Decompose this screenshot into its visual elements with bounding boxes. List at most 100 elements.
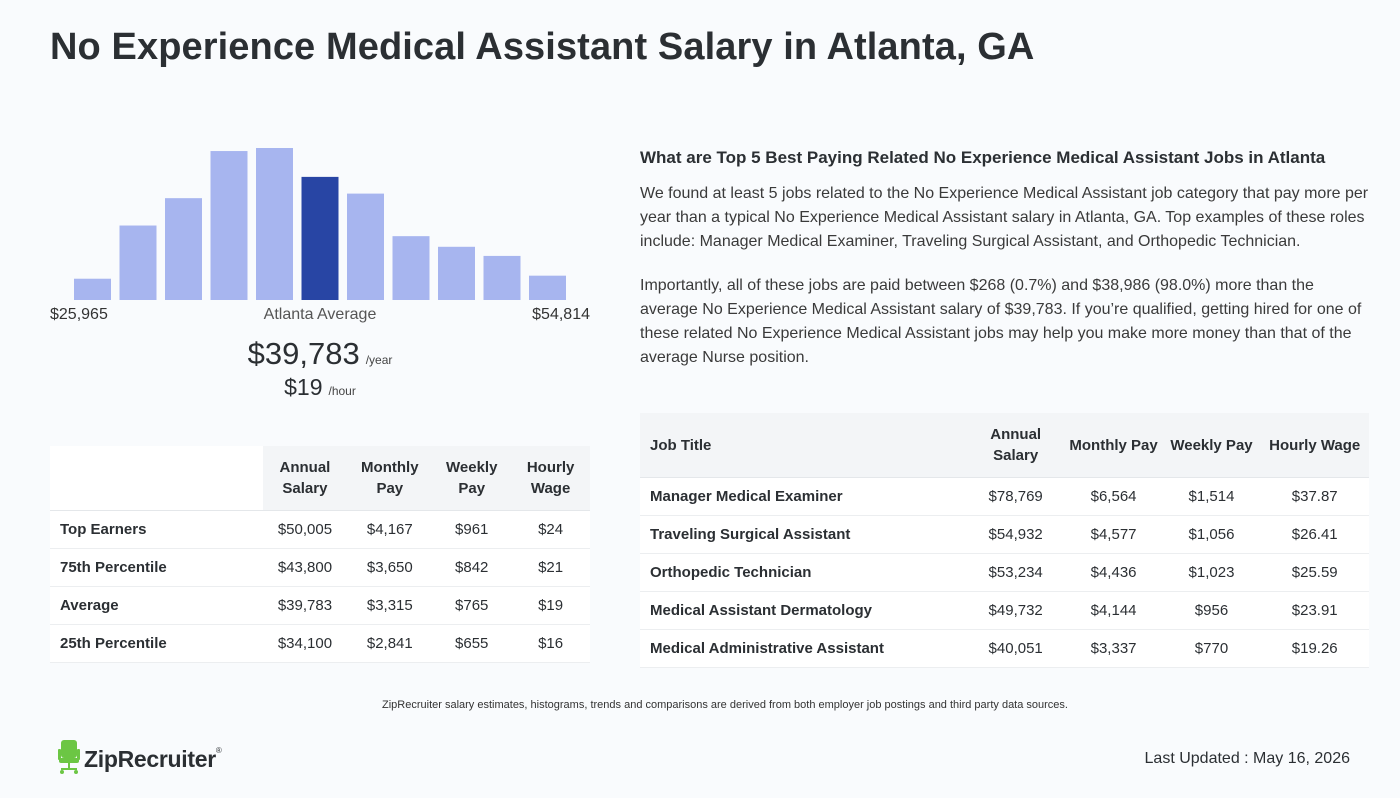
cell-hourly: $19.26 [1260, 629, 1369, 668]
histogram-labels: $25,965 Atlanta Average $54,814 [50, 306, 590, 328]
salary-histogram [50, 140, 590, 300]
table-row: Orthopedic Technician $53,234 $4,436 $1,… [640, 553, 1369, 592]
cell-hourly: $26.41 [1260, 515, 1369, 554]
histogram-bar [483, 255, 521, 300]
last-updated: Last Updated : May 16, 2026 [1144, 750, 1350, 767]
header-weekly-pay: Weekly Pay [1162, 413, 1261, 478]
cell-weekly: $655 [432, 624, 512, 663]
cell-monthly: $4,167 [347, 510, 433, 549]
cell-monthly: $4,144 [1064, 591, 1163, 630]
cell-monthly: $4,436 [1064, 553, 1163, 592]
table-row: Traveling Surgical Assistant $54,932 $4,… [640, 515, 1369, 554]
related-jobs-paragraph-1: We found at least 5 jobs related to the … [640, 185, 1369, 250]
page-title: No Experience Medical Assistant Salary i… [50, 26, 1035, 68]
header-hourly-wage: Hourly Wage [511, 446, 590, 511]
cell-annual: $78,769 [966, 477, 1065, 516]
table-row: Manager Medical Examiner $78,769 $6,564 … [640, 477, 1369, 516]
percentile-table: Annual Salary Monthly Pay Weekly Pay Hou… [50, 446, 590, 663]
table-row: 25th Percentile $34,100 $2,841 $655 $16 [50, 624, 590, 663]
percentile-table-header: Annual Salary Monthly Pay Weekly Pay Hou… [50, 446, 590, 511]
cell-monthly: $3,315 [347, 586, 433, 625]
cell-hourly: $19 [511, 586, 590, 625]
cell-weekly: $961 [432, 510, 512, 549]
histogram-average-label: Atlanta Average [263, 306, 377, 323]
table-row: Average $39,783 $3,315 $765 $19 [50, 586, 590, 625]
histogram-bar-average [301, 176, 339, 300]
cell-annual: $34,100 [262, 624, 348, 663]
average-salary: $39,783 /year $19 /hour [50, 336, 590, 401]
row-label: 25th Percentile [50, 624, 263, 663]
cell-hourly: $16 [511, 624, 590, 663]
ziprecruiter-logo[interactable]: ZipRecruiter® [58, 740, 222, 779]
cell-weekly: $1,023 [1162, 553, 1261, 592]
cell-annual: $39,783 [262, 586, 348, 625]
cell-weekly: $1,514 [1162, 477, 1261, 516]
cell-hourly: $25.59 [1260, 553, 1369, 592]
cell-weekly: $956 [1162, 591, 1261, 630]
table-row: Top Earners $50,005 $4,167 $961 $24 [50, 510, 590, 549]
table-row: Medical Assistant Dermatology $49,732 $4… [640, 591, 1369, 630]
header-blank [50, 446, 263, 511]
histogram-bar [74, 278, 111, 300]
average-hourly-value: $19 [284, 374, 323, 400]
cell-monthly: $4,577 [1064, 515, 1163, 554]
cell-annual: $43,800 [262, 548, 348, 587]
header-job-title: Job Title [640, 413, 967, 478]
header-hourly-wage: Hourly Wage [1260, 413, 1369, 478]
job-title: Medical Assistant Dermatology [640, 591, 967, 630]
table-row: 75th Percentile $43,800 $3,650 $842 $21 [50, 548, 590, 587]
cell-hourly: $21 [511, 548, 590, 587]
job-title: Orthopedic Technician [640, 553, 967, 592]
row-label: 75th Percentile [50, 548, 263, 587]
job-title: Manager Medical Examiner [640, 477, 967, 516]
histogram-bar [256, 148, 293, 300]
job-title: Medical Administrative Assistant [640, 629, 967, 668]
data-source-disclaimer: ZipRecruiter salary estimates, histogram… [382, 699, 1068, 711]
cell-weekly: $842 [432, 548, 512, 587]
histogram-svg [74, 148, 566, 300]
header-annual-salary: Annual Salary [966, 413, 1065, 478]
cell-monthly: $6,564 [1064, 477, 1163, 516]
row-label: Average [50, 586, 263, 625]
histogram-max-label: $54,814 [532, 306, 590, 323]
header-annual-salary: Annual Salary [262, 446, 348, 511]
table-row: Medical Administrative Assistant $40,051… [640, 629, 1369, 668]
cell-weekly: $770 [1162, 629, 1261, 668]
cell-hourly: $23.91 [1260, 591, 1369, 630]
header-monthly-pay: Monthly Pay [1064, 413, 1163, 478]
histogram-bar [119, 225, 157, 300]
cell-monthly: $2,841 [347, 624, 433, 663]
average-yearly-value: $39,783 [247, 336, 360, 371]
related-jobs-heading: What are Top 5 Best Paying Related No Ex… [640, 148, 1326, 167]
related-jobs-table: Job Title Annual Salary Monthly Pay Week… [640, 413, 1369, 668]
cell-annual: $40,051 [966, 629, 1065, 668]
header-weekly-pay: Weekly Pay [432, 446, 512, 511]
row-label: Top Earners [50, 510, 263, 549]
jobs-table-header: Job Title Annual Salary Monthly Pay Week… [640, 413, 1369, 478]
cell-hourly: $24 [511, 510, 590, 549]
cell-annual: $53,234 [966, 553, 1065, 592]
histogram-bar [210, 151, 248, 300]
logo-wordmark: ZipRecruiter® [84, 746, 222, 772]
related-jobs-section: What are Top 5 Best Paying Related No Ex… [640, 148, 1375, 370]
histogram-min-label: $25,965 [50, 306, 108, 323]
cell-monthly: $3,650 [347, 548, 433, 587]
chair-icon [58, 740, 80, 779]
job-title: Traveling Surgical Assistant [640, 515, 967, 554]
histogram-bar [347, 193, 384, 300]
cell-annual: $49,732 [966, 591, 1065, 630]
cell-hourly: $37.87 [1260, 477, 1369, 516]
average-hourly-unit: /hour [328, 384, 356, 398]
histogram-bar [438, 246, 475, 300]
histogram-bar [529, 275, 566, 300]
cell-annual: $50,005 [262, 510, 348, 549]
header-monthly-pay: Monthly Pay [347, 446, 433, 511]
average-yearly-unit: /year [365, 353, 393, 367]
cell-weekly: $765 [432, 586, 512, 625]
cell-annual: $54,932 [966, 515, 1065, 554]
histogram-bar [165, 198, 202, 300]
related-jobs-paragraph-2: Importantly, all of these jobs are paid … [640, 277, 1362, 366]
histogram-bar [392, 236, 430, 300]
cell-weekly: $1,056 [1162, 515, 1261, 554]
cell-monthly: $3,337 [1064, 629, 1163, 668]
